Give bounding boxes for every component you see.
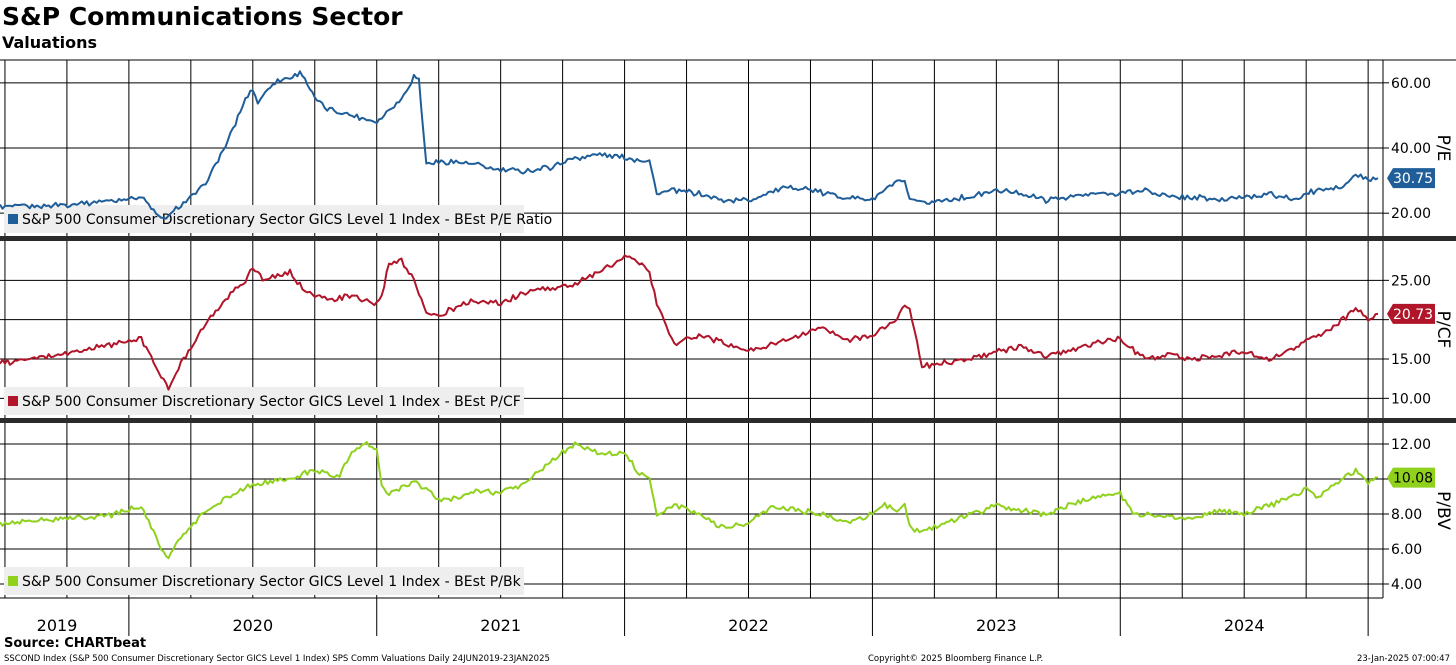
chart-description: SSCOND Index (S&P 500 Consumer Discretio… <box>4 654 550 664</box>
panel-separator <box>0 418 1456 423</box>
pcf-tick-label: 10.00 <box>1391 391 1431 407</box>
timestamp: 23-Jan-2025 07:00:47 <box>1356 654 1450 664</box>
x-tick-label: 2024 <box>1224 616 1265 635</box>
pe-tick-label: 40.00 <box>1391 141 1431 157</box>
pbv-legend-box <box>4 567 524 595</box>
pbv-tick-label: 4.00 <box>1391 577 1422 593</box>
pbv-tick-label: 12.00 <box>1391 437 1431 453</box>
pbv-legend-text: S&P 500 Consumer Discretionary Sector GI… <box>22 574 522 590</box>
x-tick-label: 2021 <box>480 616 521 635</box>
pcf-legend-box <box>4 387 524 415</box>
pbv-last-value-tag <box>1387 467 1435 488</box>
x-tick-label: 2023 <box>976 616 1017 635</box>
pcf-last-value: 20.73 <box>1393 307 1433 323</box>
pcf-last-value-tag <box>1387 303 1435 324</box>
pe-legend-swatch <box>8 214 18 224</box>
pbv-legend-swatch <box>8 576 18 586</box>
pcf-series-line <box>0 254 1379 391</box>
pcf-tick-label: 15.00 <box>1391 352 1431 368</box>
pe-tick-label: 60.00 <box>1391 76 1431 92</box>
source-label: Source: CHARTbeat <box>4 636 147 651</box>
pe-series-line <box>0 70 1379 220</box>
pe-legend-text: S&P 500 Consumer Discretionary Sector GI… <box>22 212 552 228</box>
pbv-axis-label: P/BV <box>1433 491 1453 530</box>
pe-tick-label: 20.00 <box>1391 206 1431 222</box>
chart-subtitle: Valuations <box>2 33 98 52</box>
pcf-legend-swatch <box>8 396 18 406</box>
pe-last-value: 30.75 <box>1393 171 1433 187</box>
pbv-tick-label: 8.00 <box>1391 507 1422 523</box>
pe-legend-box <box>4 205 524 233</box>
x-tick-label: 2022 <box>728 616 769 635</box>
pcf-axis-label: P/CF <box>1433 311 1453 349</box>
pbv-last-value: 10.08 <box>1393 471 1433 487</box>
pbv-tick-label: 6.00 <box>1391 542 1422 558</box>
pcf-tick-label: 25.00 <box>1391 273 1431 289</box>
pbv-series-line <box>0 441 1379 560</box>
chart-title: S&P Communications Sector <box>2 2 403 31</box>
x-tick-label: 2019 <box>37 616 78 635</box>
panel-separator <box>0 236 1456 241</box>
pe-last-value-tag <box>1387 168 1435 189</box>
x-tick-label: 2020 <box>232 616 273 635</box>
pcf-legend-text: S&P 500 Consumer Discretionary Sector GI… <box>22 394 521 410</box>
copyright-notice: Copyright© 2025 Bloomberg Finance L.P. <box>868 654 1044 664</box>
pe-axis-label: P/E <box>1433 135 1453 162</box>
